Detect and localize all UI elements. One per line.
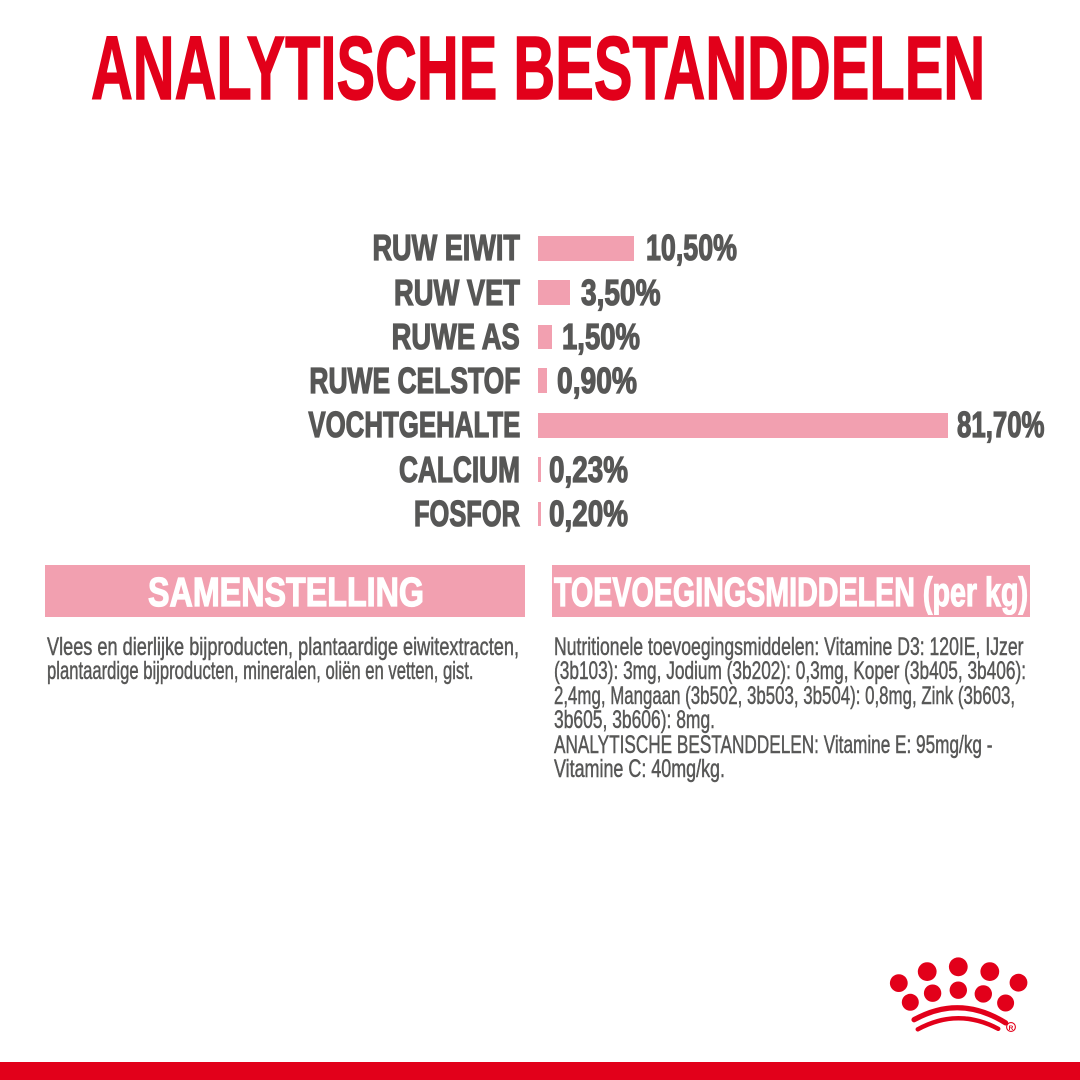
svg-text:R: R: [1009, 1025, 1014, 1032]
